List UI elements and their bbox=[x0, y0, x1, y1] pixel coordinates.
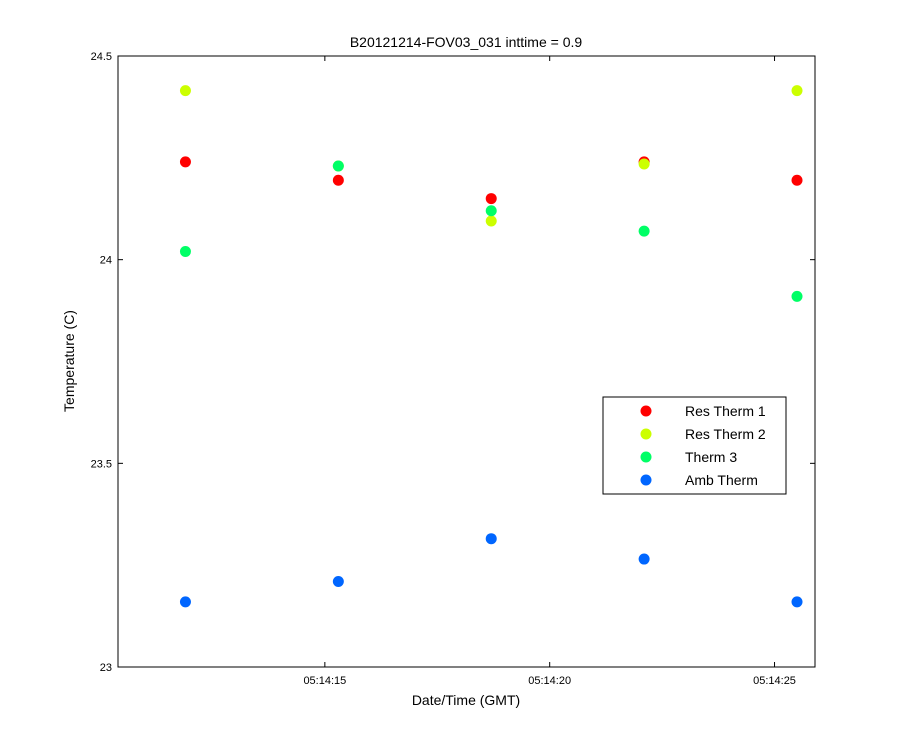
legend-label: Amb Therm bbox=[685, 472, 758, 488]
y-tick-label: 24.5 bbox=[91, 51, 112, 63]
legend-box bbox=[602, 396, 787, 495]
y-axis-label: Temperature (C) bbox=[61, 310, 77, 412]
data-point bbox=[791, 596, 803, 608]
legend-label: Res Therm 2 bbox=[685, 426, 766, 442]
x-tick-label: 05:14:15 bbox=[303, 675, 346, 687]
data-point bbox=[179, 156, 191, 168]
data-point bbox=[638, 553, 650, 565]
data-points bbox=[179, 85, 803, 608]
x-tick-label: 05:14:20 bbox=[528, 675, 571, 687]
x-tick-label: 05:14:25 bbox=[753, 675, 796, 687]
data-point bbox=[332, 174, 344, 186]
plot-area bbox=[117, 55, 816, 668]
y-tick-label: 23 bbox=[100, 662, 112, 674]
data-point bbox=[332, 160, 344, 172]
series-amb-therm bbox=[179, 533, 803, 608]
chart-title: B20121214-FOV03_031 inttime = 0.9 bbox=[350, 34, 583, 50]
legend-marker bbox=[640, 405, 652, 417]
data-point bbox=[485, 215, 497, 227]
data-point bbox=[485, 205, 497, 217]
data-point bbox=[791, 85, 803, 97]
data-point bbox=[332, 575, 344, 587]
legend-marker bbox=[640, 451, 652, 463]
legend-marker bbox=[640, 428, 652, 440]
legend-marker bbox=[640, 474, 652, 486]
legend: Res Therm 1 Res Therm 2 Therm 3 Amb Therm bbox=[602, 396, 787, 495]
y-tick-label: 23.5 bbox=[91, 458, 112, 470]
data-point bbox=[179, 85, 191, 97]
legend-label: Res Therm 1 bbox=[685, 403, 766, 419]
legend-label: Therm 3 bbox=[685, 449, 737, 465]
data-point bbox=[485, 193, 497, 205]
series-therm-3 bbox=[179, 160, 803, 302]
data-point bbox=[638, 225, 650, 237]
data-point bbox=[791, 174, 803, 186]
data-point bbox=[179, 246, 191, 258]
data-point bbox=[638, 158, 650, 170]
data-point bbox=[179, 596, 191, 608]
axes: 23 23.5 24 24.5 05:14:15 05:14:20 05:14:25 bbox=[91, 51, 815, 687]
data-point bbox=[791, 290, 803, 302]
x-axis-label: Date/Time (GMT) bbox=[412, 692, 520, 708]
data-point bbox=[485, 533, 497, 545]
y-tick-label: 24 bbox=[100, 255, 112, 267]
